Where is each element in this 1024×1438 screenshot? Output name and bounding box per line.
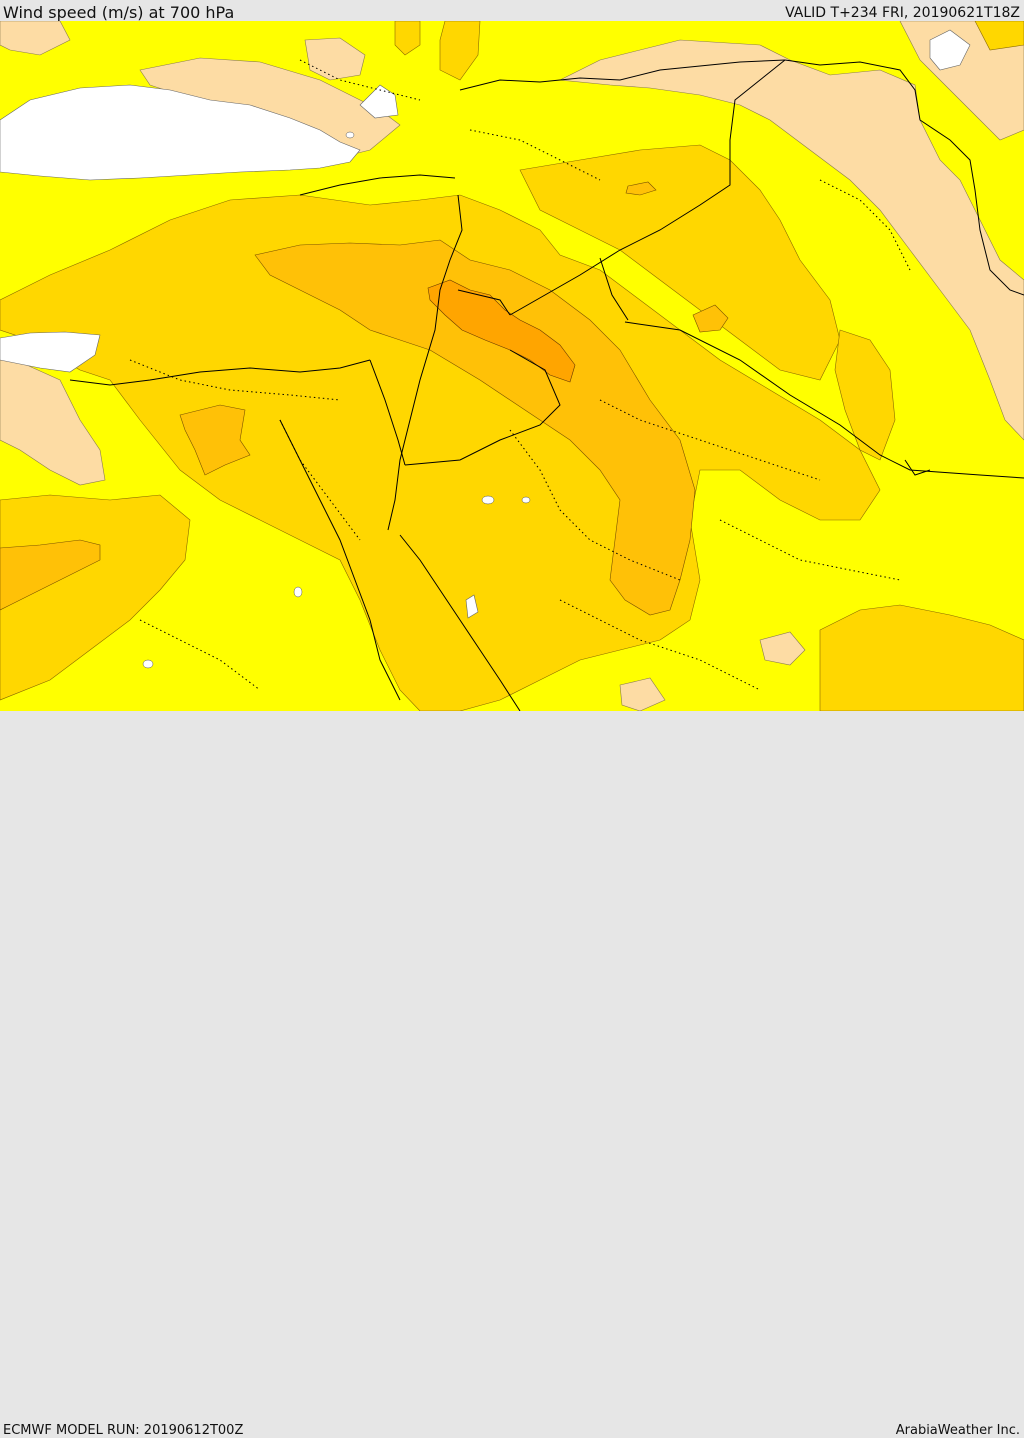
gold-southeast <box>819 604 1024 711</box>
gold-north-blob-2 <box>439 21 481 81</box>
peach-top-left <box>0 21 71 56</box>
orange-shading <box>427 279 576 383</box>
border-jordan-saudi <box>404 349 561 466</box>
border-turkey-coast <box>299 174 456 196</box>
dotted-borders <box>129 59 911 691</box>
map-title: Wind speed (m/s) at 700 hPa <box>3 3 235 22</box>
white-sea-north <box>0 84 361 181</box>
valid-time: VALID T+234 FRI, 20190621T18Z <box>785 5 1020 21</box>
amber-jordan-saudi <box>254 239 696 616</box>
border-red-sea-west <box>279 419 401 701</box>
white-gulf-blob <box>465 594 479 619</box>
amber-syria-blob <box>625 181 657 196</box>
gold-north-blob-1 <box>394 21 421 56</box>
header-bar: Wind speed (m/s) at 700 hPa VALID T+234 … <box>0 0 1024 22</box>
small-features <box>142 131 531 669</box>
border-syria-jordan <box>457 289 511 316</box>
border-iraq-saudi <box>624 321 1024 479</box>
peach-blob-3 <box>759 631 806 666</box>
border-iraq-iran <box>784 59 1024 296</box>
amber-egypt-blob <box>179 404 251 476</box>
amber-iraq-blob <box>692 304 729 333</box>
wind-speed-map[interactable] <box>0 21 1024 711</box>
border-turkey-syria <box>459 59 786 91</box>
peach-blob-1 <box>304 37 366 81</box>
white-areas <box>0 29 971 619</box>
border-egypt-libya <box>69 359 371 386</box>
border-levant-coast <box>387 194 463 531</box>
amber-shading <box>0 181 729 616</box>
white-northeast-island <box>929 29 971 71</box>
amber-west-band <box>0 539 101 611</box>
border-red-sea-east <box>399 534 521 711</box>
white-north-blob <box>359 84 399 119</box>
border-egypt-israel <box>369 359 406 466</box>
country-borders <box>69 59 1024 711</box>
orange-jordan-core <box>427 279 576 383</box>
border-jordan-iraq <box>599 257 629 321</box>
peach-northeast <box>558 39 1024 441</box>
peach-blob-4 <box>619 677 666 711</box>
gold-northeast-blob <box>974 21 1024 51</box>
white-sea-west <box>0 331 101 373</box>
border-syria-iraq <box>509 59 786 316</box>
gold-iraq-east <box>834 329 896 461</box>
border-kuwait <box>904 459 931 476</box>
peach-west <box>0 359 106 486</box>
footer-bar: ECMWF MODEL RUN: 20190612T00Z ArabiaWeat… <box>0 711 1024 1438</box>
model-run-label: ECMWF MODEL RUN: 20190612T00Z <box>3 1423 244 1438</box>
credit-label: ArabiaWeather Inc. <box>895 1423 1020 1438</box>
